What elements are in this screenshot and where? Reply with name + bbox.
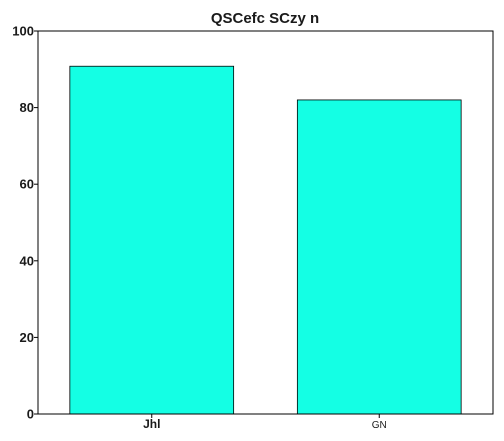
x-tick-label-0: Jhl <box>143 417 160 431</box>
y-tick-label-2: 40 <box>20 253 34 268</box>
x-axis: Jhl GN <box>143 414 387 431</box>
bar-1 <box>296 99 462 415</box>
y-tick-label-1: 20 <box>20 330 34 345</box>
y-tick-label-5: 100 <box>12 24 34 39</box>
y-axis: 0 20 40 60 80 100 <box>12 24 38 422</box>
y-tick-label-3: 60 <box>20 177 34 192</box>
y-tick-label-0: 0 <box>27 407 34 422</box>
bar-0 <box>69 65 235 415</box>
chart-title: QSCefc SCzy n <box>211 10 319 27</box>
plot-frame <box>37 30 494 415</box>
bars-group <box>69 65 462 415</box>
y-tick-label-4: 80 <box>20 100 34 115</box>
x-tick-label-1: GN <box>372 420 387 431</box>
